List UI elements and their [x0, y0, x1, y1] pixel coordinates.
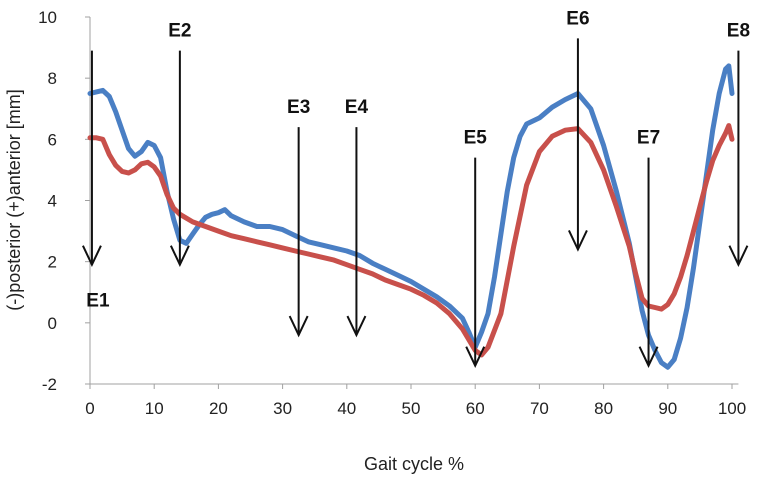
event-marker-e5: E5	[464, 128, 488, 368]
y-tick-label: -2	[42, 375, 57, 394]
event-label: E1	[86, 291, 110, 312]
series-line-red	[87, 123, 735, 358]
event-arrows: E1 E2 E3 E4 E5 E6 E7 E8	[82, 8, 750, 368]
event-marker-e7: E7	[637, 128, 660, 368]
event-marker-e6: E6	[566, 8, 590, 252]
x-tick-label: 40	[337, 399, 356, 418]
event-marker-e1: E1	[82, 50, 110, 312]
y-tick-label: 6	[48, 130, 57, 149]
x-axis-label: Gait cycle %	[364, 454, 464, 474]
x-tick-label: 70	[530, 399, 549, 418]
x-tick-label: 80	[594, 399, 613, 418]
x-tick-label: 60	[466, 399, 485, 418]
event-marker-e8: E8	[727, 21, 750, 268]
y-tick-label: 0	[48, 314, 57, 333]
event-marker-e3: E3	[287, 97, 310, 338]
event-arrow-head	[346, 315, 367, 338]
x-tick-label: 0	[85, 399, 94, 418]
event-label: E5	[464, 128, 488, 149]
y-tick-label: 10	[38, 8, 57, 27]
x-tick-label: 90	[658, 399, 677, 418]
x-tick-label: 100	[718, 399, 746, 418]
y-axis-label: (-)posterior (+)anterior [mm]	[4, 89, 24, 311]
x-tick-label: 50	[402, 399, 421, 418]
event-label: E2	[168, 21, 191, 42]
event-arrow-head	[82, 245, 102, 268]
event-marker-e2: E2	[168, 21, 192, 268]
event-arrow-head	[728, 245, 749, 268]
x-tick-label: 30	[273, 399, 292, 418]
event-arrow-head	[568, 230, 588, 252]
x-tick-label: 10	[145, 399, 164, 418]
y-tick-label: 8	[48, 69, 57, 88]
y-tick-label: 4	[48, 192, 57, 211]
y-tick-label: 2	[48, 253, 57, 272]
event-label: E8	[727, 21, 750, 42]
event-label: E6	[566, 8, 589, 29]
event-arrow-head	[169, 245, 190, 268]
event-label: E3	[287, 97, 310, 118]
event-arrow-head	[638, 346, 659, 368]
event-label: E7	[637, 128, 660, 149]
event-label: E4	[345, 97, 369, 118]
x-tick-label: 20	[209, 399, 228, 418]
event-arrow-head	[288, 315, 309, 338]
event-marker-e4: E4	[345, 97, 369, 338]
event-arrow-head	[465, 346, 486, 368]
series-lines	[87, 63, 735, 370]
